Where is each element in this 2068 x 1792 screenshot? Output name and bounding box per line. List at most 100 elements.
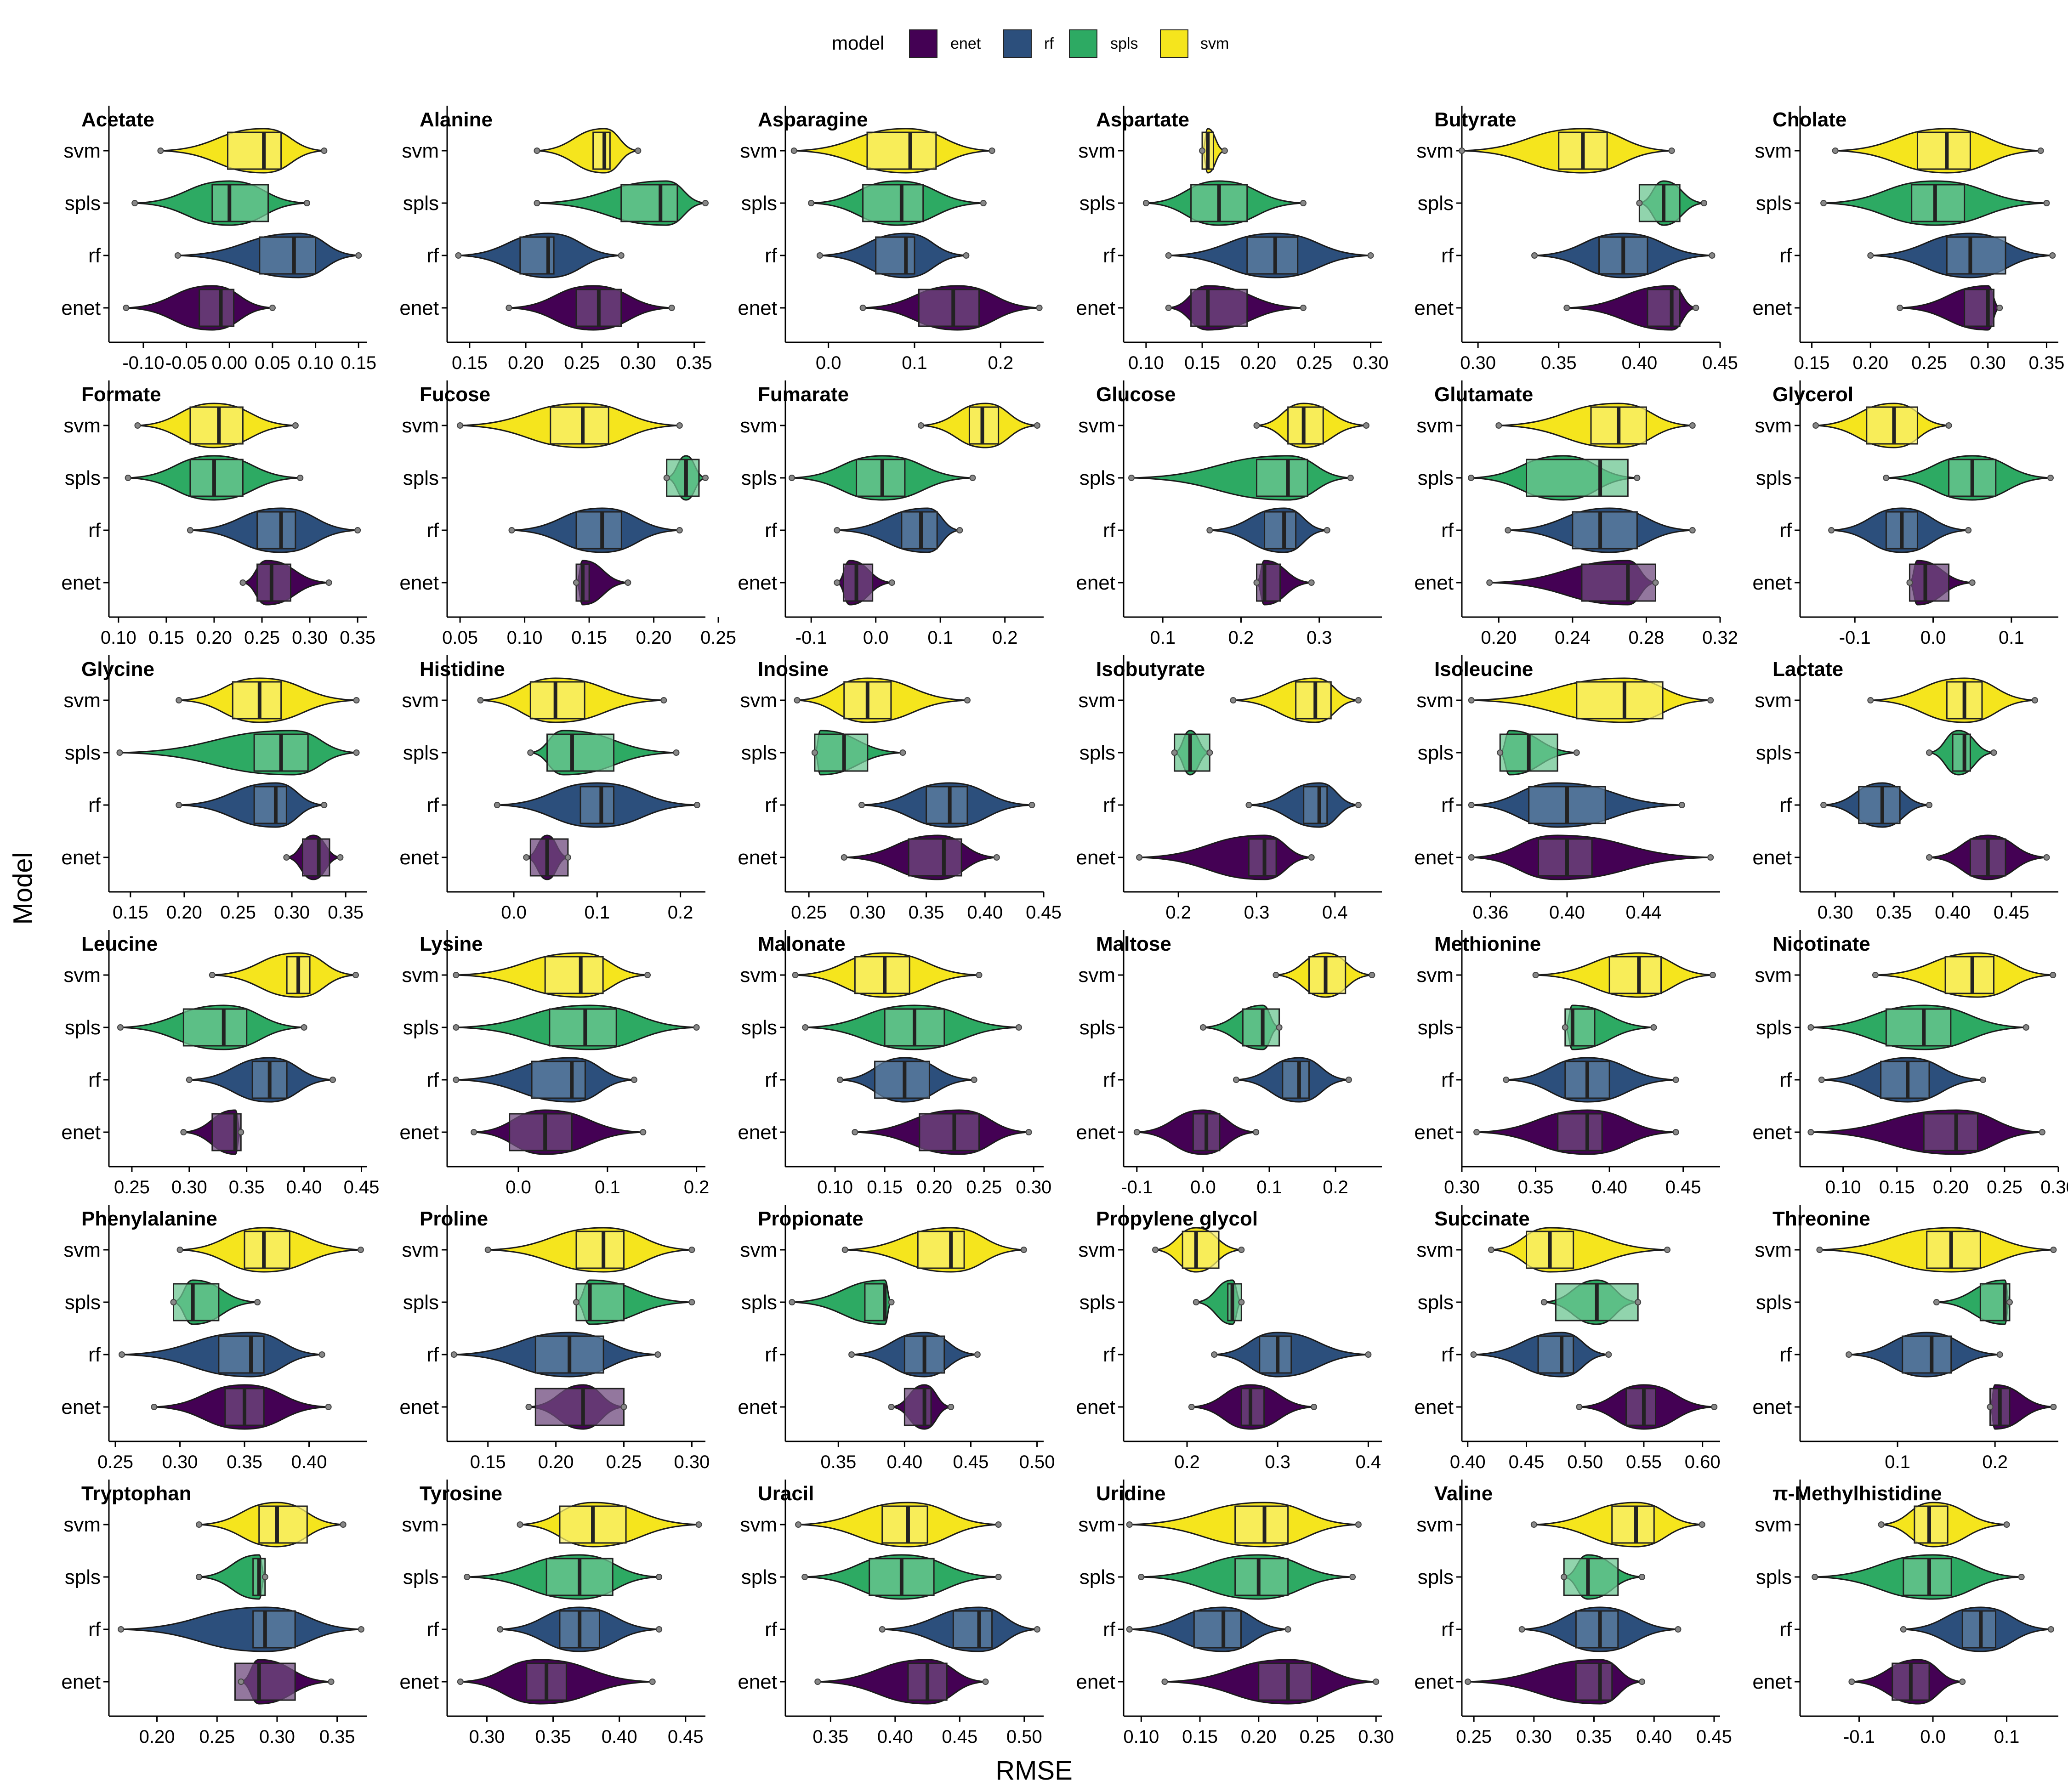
outlier-point	[2043, 200, 2050, 206]
outlier-point	[1300, 305, 1307, 311]
outlier-point	[1300, 200, 1307, 206]
box-svm	[575, 1231, 625, 1269]
x-tick-label: 0.30	[1516, 1727, 1552, 1747]
y-tick-label-svm: svm	[1755, 1239, 1792, 1261]
panel-lactate: Lactate 0.30 0.35 0.40 0.45 svm spls rf enet	[1752, 655, 2058, 923]
outlier-point	[2023, 1024, 2029, 1031]
y-tick-label-enet: enet	[1752, 297, 1792, 319]
box-spls	[814, 733, 869, 772]
outlier-point	[1926, 802, 1932, 808]
outlier-point	[1025, 1129, 1032, 1135]
box-svm	[550, 406, 609, 445]
x-tick-label: 0.35	[812, 1727, 848, 1747]
legend-key-spls	[1069, 29, 1097, 58]
x-tick-label: 0.4	[1356, 1452, 1381, 1472]
y-tick-label-rf: rf	[1779, 794, 1792, 817]
outlier-point	[1199, 147, 1206, 154]
outlier-point	[989, 147, 995, 154]
outlier-point	[517, 1521, 523, 1528]
box-svm	[881, 1505, 928, 1544]
box-enet	[908, 838, 962, 877]
outlier-point	[995, 1574, 1002, 1580]
outlier-point	[688, 1247, 695, 1253]
y-tick-label-enet: enet	[399, 1396, 439, 1418]
panel-uridine: Uridine 0.10 0.15 0.20 0.25 0.30 svm spls rf enet	[1076, 1480, 1394, 1747]
y-tick-label-spls: spls	[1079, 467, 1115, 489]
outlier-point	[859, 305, 866, 311]
y-tick-label-svm: svm	[1416, 964, 1454, 987]
x-tick-label: 0.35	[1541, 353, 1577, 373]
outlier-point	[1867, 697, 1874, 703]
box-svm	[529, 681, 585, 720]
box-rf	[1858, 786, 1901, 824]
panel-title: Leucine	[81, 933, 158, 955]
outlier-point	[157, 147, 164, 154]
x-tick-label: -0.1	[1839, 628, 1871, 648]
outlier-point	[1900, 1626, 1907, 1633]
x-tick-label: 0.40	[877, 1727, 913, 1747]
box-enet	[529, 838, 569, 877]
y-tick-label-svm: svm	[63, 964, 101, 987]
outlier-point	[1230, 697, 1237, 703]
outlier-point	[2037, 147, 2044, 154]
outlier-point	[816, 252, 823, 259]
x-tick-label: 0.10	[101, 628, 136, 648]
outlier-point	[1709, 972, 1716, 978]
y-tick-label-enet: enet	[1076, 297, 1115, 319]
x-tick-label: 0.45	[1509, 1452, 1545, 1472]
y-tick-label-svm: svm	[63, 1239, 101, 1261]
box-spls	[1911, 184, 1966, 222]
panel-fucose: Fucose 0.05 0.10 0.15 0.20 0.25 svm spls rf enet	[399, 380, 736, 648]
outlier-point	[663, 475, 670, 481]
panel-aspartate: Aspartate 0.10 0.15 0.20 0.25 0.30 svm spls rf en…	[1076, 106, 1388, 373]
y-tick-label-svm: svm	[63, 689, 101, 712]
outlier-point	[1468, 854, 1475, 861]
outlier-point	[1926, 749, 1932, 756]
outlier-point	[358, 1626, 364, 1633]
y-tick-label-spls: spls	[403, 1291, 439, 1314]
outlier-point	[618, 252, 625, 259]
panel-asparagine: Asparagine 0.0 0.1 0.2 svm spls rf enet	[738, 106, 1044, 373]
outlier-point	[1652, 579, 1659, 586]
x-tick-label: 0.05	[255, 353, 290, 373]
panel-phenylalanine: Phenylalanine 0.25 0.30 0.35 0.40 svm spls rf en…	[61, 1205, 367, 1472]
y-tick-label-spls: spls	[1418, 467, 1454, 489]
panel-title: Glycerol	[1773, 383, 1853, 406]
outlier-point	[620, 1404, 627, 1410]
x-tick-label: 0.1	[902, 353, 927, 373]
box-enet	[509, 1113, 573, 1151]
outlier-point	[1675, 1626, 1682, 1633]
outlier-point	[176, 1247, 183, 1253]
x-tick-label: 0.2	[1323, 1177, 1348, 1197]
outlier-point	[1284, 1626, 1291, 1633]
y-tick-label-svm: svm	[1078, 689, 1115, 712]
outlier-point	[1573, 749, 1580, 756]
x-tick-label: 0.25	[564, 353, 600, 373]
y-tick-label-spls: spls	[1756, 467, 1792, 489]
outlier-point	[1245, 802, 1252, 808]
panel-title: Isobutyrate	[1096, 658, 1205, 681]
outlier-point	[888, 1404, 895, 1410]
x-tick-label: 0.20	[166, 902, 202, 923]
x-tick-label: 0.40	[967, 902, 1003, 923]
x-tick-label: 0.30	[1358, 1727, 1394, 1747]
y-tick-label-svm: svm	[740, 689, 777, 712]
box-rf	[952, 1610, 993, 1649]
panel-maltose: Maltose -0.1 0.0 0.1 0.2 svm spls rf enet	[1076, 930, 1382, 1197]
x-tick-label: 0.2	[1982, 1452, 2008, 1472]
box-rf	[1303, 786, 1328, 824]
panel-malonate: Malonate 0.10 0.15 0.20 0.25 0.30 svm spls rf ene…	[738, 930, 1051, 1197]
box-rf	[1575, 1610, 1619, 1649]
outlier-point	[1693, 305, 1699, 311]
panel-title: Glycine	[81, 658, 154, 681]
x-tick-label: 0.1	[595, 1177, 620, 1197]
outlier-point	[564, 854, 571, 861]
panel-title: Nicotinate	[1773, 933, 1870, 955]
outlier-point	[695, 1521, 702, 1528]
x-tick-label: 0.30	[162, 1452, 198, 1472]
outlier-point	[527, 749, 534, 756]
outlier-point	[455, 252, 462, 259]
panel-title: Uridine	[1096, 1482, 1166, 1505]
outlier-point	[1959, 1679, 1966, 1685]
outlier-point	[196, 1574, 203, 1580]
